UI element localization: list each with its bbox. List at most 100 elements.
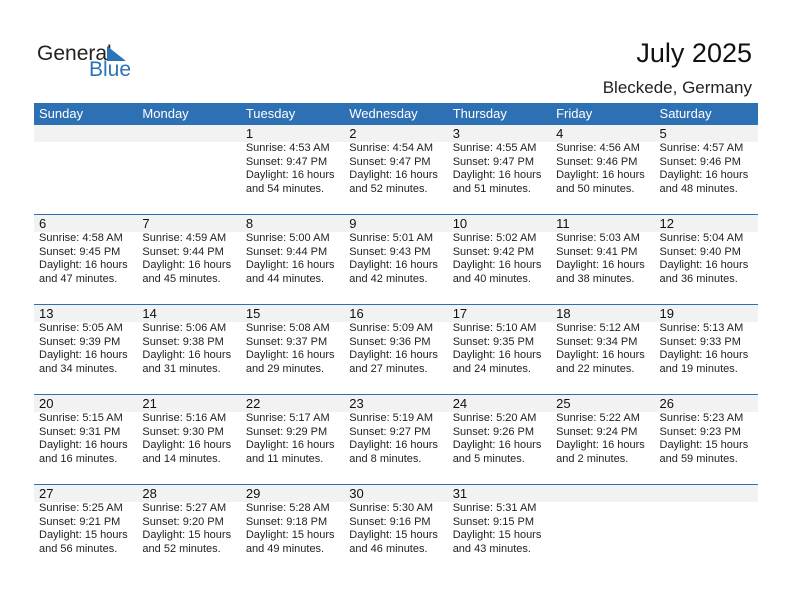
- day-cell: 13 Sunrise: 5:05 AM Sunset: 9:39 PM Dayligh…: [34, 305, 137, 395]
- day-number: 16: [349, 306, 364, 321]
- sunrise-text: Sunrise: 5:25 AM: [39, 502, 123, 514]
- daylight-text: Daylight: 16 hours: [39, 439, 128, 451]
- day-number: 29: [245, 486, 261, 501]
- day-cell: 28 Sunrise: 5:27 AM Sunset: 9:20 PM Dayligh…: [137, 485, 240, 575]
- day-cell: 18 Sunrise: 5:12 AM Sunset: 9:34 PM Dayligh…: [551, 305, 654, 395]
- logo-triangle-icon: [107, 46, 126, 61]
- sunrise-text: Sunrise: 5:16 AM: [142, 412, 227, 424]
- day-number-band: [34, 125, 758, 142]
- day-number-band: [34, 215, 758, 232]
- daylight-text: Daylight: 15 hours: [659, 439, 749, 451]
- weekday-wednesday: Wednesday: [349, 106, 418, 121]
- day-cell: 16 Sunrise: 5:09 AM Sunset: 9:36 PM Dayligh…: [344, 305, 447, 395]
- logo-word-blue: Blue: [89, 58, 132, 81]
- daylight-text: Daylight: 16 hours: [349, 259, 438, 271]
- sunset-text: Sunset: 9:46 PM: [659, 155, 741, 168]
- day-number: 24: [452, 396, 468, 411]
- daylight-text: Daylight: 16 hours: [39, 259, 128, 271]
- daylight-minutes-text: and 16 minutes.: [39, 452, 118, 465]
- empty-cell: [655, 485, 758, 575]
- daylight-minutes-text: and 45 minutes.: [142, 272, 221, 285]
- day-number: 9: [349, 216, 357, 231]
- sunset-text: Sunset: 9:21 PM: [39, 515, 121, 528]
- daylight-minutes-text: and 52 minutes.: [142, 542, 221, 555]
- weekday-tuesday: Tuesday: [245, 106, 296, 121]
- day-cell: 25 Sunrise: 5:22 AM Sunset: 9:24 PM Dayligh…: [551, 395, 654, 485]
- sunrise-text: Sunrise: 5:09 AM: [349, 322, 434, 334]
- daylight-minutes-text: and 34 minutes.: [39, 362, 118, 375]
- day-cell: 20 Sunrise: 5:15 AM Sunset: 9:31 PM Dayligh…: [34, 395, 137, 485]
- daylight-minutes-text: and 36 minutes.: [659, 272, 738, 285]
- location: Bleckede, Germany: [602, 78, 752, 97]
- week-row: 6 Sunrise: 4:58 AM Sunset: 9:45 PM Daylight…: [34, 214, 758, 305]
- daylight-minutes-text: and 43 minutes.: [452, 542, 531, 555]
- week-row: 20 Sunrise: 5:15 AM Sunset: 9:31 PM Dayligh…: [34, 394, 758, 485]
- sunset-text: Sunset: 9:47 PM: [245, 155, 328, 168]
- sunset-text: Sunset: 9:30 PM: [142, 425, 224, 438]
- daylight-text: Daylight: 16 hours: [245, 169, 335, 181]
- day-number: 20: [39, 396, 54, 411]
- day-number: 18: [556, 306, 571, 321]
- daylight-text: Daylight: 16 hours: [556, 439, 645, 451]
- daylight-text: Daylight: 15 hours: [142, 529, 232, 541]
- daylight-minutes-text: and 50 minutes.: [556, 182, 635, 195]
- daylight-minutes-text: and 47 minutes.: [39, 272, 118, 285]
- day-cell: 9 Sunrise: 5:01 AM Sunset: 9:43 PM Daylight…: [344, 215, 447, 305]
- sunrise-text: Sunrise: 5:30 AM: [349, 502, 434, 514]
- day-cell: 26 Sunrise: 5:23 AM Sunset: 9:23 PM Dayligh…: [655, 395, 758, 485]
- day-cell: 1 Sunrise: 4:53 AM Sunset: 9:47 PM Daylight…: [241, 125, 344, 215]
- day-number: 5: [659, 126, 667, 141]
- sunset-text: Sunset: 9:39 PM: [39, 335, 121, 348]
- sunset-text: Sunset: 9:44 PM: [142, 245, 224, 258]
- sunrise-text: Sunrise: 5:10 AM: [452, 322, 537, 334]
- day-cell: 22 Sunrise: 5:17 AM Sunset: 9:29 PM Dayligh…: [241, 395, 344, 485]
- daylight-text: Daylight: 16 hours: [245, 349, 335, 361]
- sunrise-text: Sunrise: 5:06 AM: [142, 322, 227, 334]
- sunset-text: Sunset: 9:36 PM: [349, 335, 431, 348]
- sunrise-text: Sunrise: 4:54 AM: [349, 142, 434, 154]
- daylight-text: Daylight: 16 hours: [556, 259, 645, 271]
- daylight-text: Daylight: 16 hours: [452, 349, 542, 361]
- day-cell: 7 Sunrise: 4:59 AM Sunset: 9:44 PM Daylight…: [137, 215, 240, 305]
- day-number: 14: [142, 306, 157, 321]
- day-number: 17: [452, 306, 468, 321]
- daylight-minutes-text: and 5 minutes.: [452, 452, 525, 465]
- daylight-text: Daylight: 16 hours: [556, 349, 645, 361]
- sunrise-text: Sunrise: 5:22 AM: [556, 412, 640, 424]
- day-number-band: [34, 485, 758, 502]
- day-cell: 8 Sunrise: 5:00 AM Sunset: 9:44 PM Daylight…: [241, 215, 344, 305]
- week-row: 1 Sunrise: 4:53 AM Sunset: 9:47 PM Daylight…: [34, 125, 758, 215]
- sunset-text: Sunset: 9:44 PM: [245, 245, 328, 258]
- daylight-text: Daylight: 16 hours: [556, 169, 645, 181]
- sunrise-text: Sunrise: 5:31 AM: [452, 502, 537, 514]
- day-cell: 31 Sunrise: 5:31 AM Sunset: 9:15 PM Dayligh…: [448, 485, 551, 575]
- weekday-thursday: Thursday: [452, 106, 507, 121]
- weekday-header: Sunday Monday Tuesday Wednesday Thursday Frid…: [34, 103, 758, 125]
- sunset-text: Sunset: 9:43 PM: [349, 245, 431, 258]
- week-row: 27 Sunrise: 5:25 AM Sunset: 9:21 PM Dayligh…: [34, 484, 758, 575]
- day-number: 2: [349, 126, 357, 141]
- daylight-minutes-text: and 38 minutes.: [556, 272, 635, 285]
- day-cell: 21 Sunrise: 5:16 AM Sunset: 9:30 PM Dayligh…: [137, 395, 240, 485]
- sunset-text: Sunset: 9:26 PM: [452, 425, 535, 438]
- daylight-text: Daylight: 16 hours: [39, 349, 128, 361]
- sunset-text: Sunset: 9:38 PM: [142, 335, 224, 348]
- sunrise-text: Sunrise: 4:59 AM: [142, 232, 227, 244]
- sunset-text: Sunset: 9:45 PM: [39, 245, 121, 258]
- day-cell: 30 Sunrise: 5:30 AM Sunset: 9:16 PM Dayligh…: [344, 485, 447, 575]
- daylight-minutes-text: and 42 minutes.: [349, 272, 428, 285]
- daylight-minutes-text: and 48 minutes.: [659, 182, 738, 195]
- sunset-text: Sunset: 9:29 PM: [245, 425, 328, 438]
- daylight-text: Daylight: 15 hours: [349, 529, 438, 541]
- daylight-text: Daylight: 16 hours: [142, 259, 232, 271]
- day-number: 6: [39, 216, 47, 231]
- sunrise-text: Sunrise: 5:01 AM: [349, 232, 434, 244]
- daylight-text: Daylight: 16 hours: [659, 169, 749, 181]
- sunrise-text: Sunrise: 4:58 AM: [39, 232, 123, 244]
- sunset-text: Sunset: 9:15 PM: [452, 515, 535, 528]
- sunrise-text: Sunrise: 5:00 AM: [245, 232, 330, 244]
- sunrise-text: Sunrise: 5:12 AM: [556, 322, 640, 334]
- sunrise-text: Sunrise: 5:08 AM: [245, 322, 330, 334]
- day-cell: 5 Sunrise: 4:57 AM Sunset: 9:46 PM Daylight…: [655, 125, 758, 215]
- daylight-minutes-text: and 11 minutes.: [245, 452, 324, 465]
